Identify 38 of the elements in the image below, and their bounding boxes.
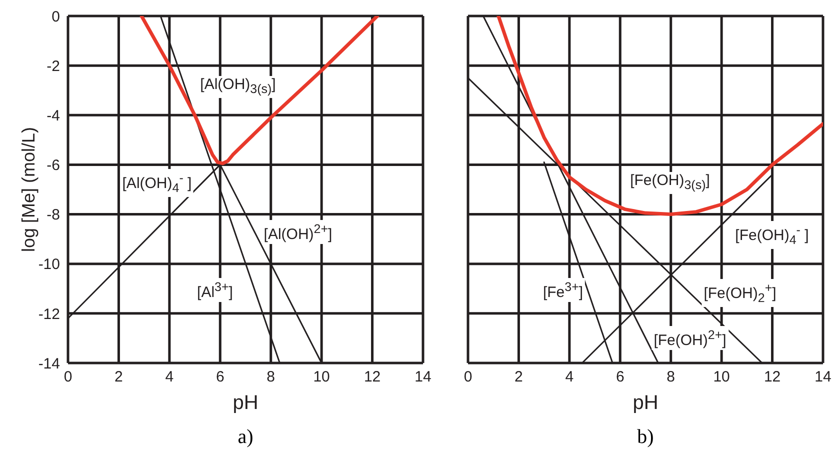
y-tick-label: -2 bbox=[46, 58, 60, 75]
x-tick-label: 8 bbox=[666, 368, 676, 386]
annotation: [Fe(OH)$_{3(s)}$] bbox=[628, 172, 712, 194]
x-tick-label: 6 bbox=[616, 368, 624, 386]
annotation: [Al(OH)$^{2+}$] bbox=[262, 220, 334, 244]
x-tick-label: 12 bbox=[364, 368, 381, 386]
x-tick-label: 2 bbox=[114, 368, 123, 386]
x-tick-label: 0 bbox=[464, 368, 472, 386]
y-tick-label: -14 bbox=[38, 355, 60, 372]
x-tick-label: 12 bbox=[764, 368, 781, 386]
x-tick-label: 8 bbox=[266, 368, 276, 386]
x-tick-label: 2 bbox=[514, 368, 523, 386]
x-tick-label: 0 bbox=[64, 368, 72, 386]
x-tick-label: 14 bbox=[414, 368, 432, 386]
annotation: [Al(OH)$_{3(s)}$] bbox=[198, 76, 278, 98]
annotation: [Fe(OH)$_{4}$$^{-}$ ] bbox=[733, 221, 811, 249]
y-tick-label: -4 bbox=[46, 107, 60, 124]
y-tick-label: -10 bbox=[38, 256, 60, 274]
x-axis-title: pH bbox=[632, 392, 658, 414]
y-tick-label: -12 bbox=[38, 306, 60, 323]
x-tick-label: 10 bbox=[713, 368, 730, 386]
x-tick-label: 6 bbox=[216, 368, 224, 386]
text: b) bbox=[636, 426, 655, 449]
y-axis-title: log [Me] (mol/L) bbox=[18, 126, 38, 252]
y-tick-label: -6 bbox=[46, 157, 60, 174]
x-tick-label: 10 bbox=[313, 368, 330, 386]
y-tick-label: -8 bbox=[46, 206, 60, 224]
x-tick-label: 14 bbox=[814, 368, 832, 386]
x-tick-label: 4 bbox=[565, 368, 574, 386]
annotation: [Fe$^{3+}$] bbox=[540, 278, 586, 302]
y-tick-label: 0 bbox=[52, 8, 60, 26]
text: a) bbox=[236, 426, 254, 449]
x-axis-title: pH bbox=[232, 392, 258, 414]
annotation: [Al$^{3+}$] bbox=[195, 278, 235, 302]
x-tick-label: 4 bbox=[165, 368, 174, 386]
annotation: [Al(OH)$_{4}$$^{-}$ ] bbox=[120, 169, 194, 197]
annotation: [Fe(OH)$^{2+}$] bbox=[652, 326, 728, 350]
annotation: [Fe(OH)$_{2}$$^{+}$] bbox=[702, 279, 778, 307]
